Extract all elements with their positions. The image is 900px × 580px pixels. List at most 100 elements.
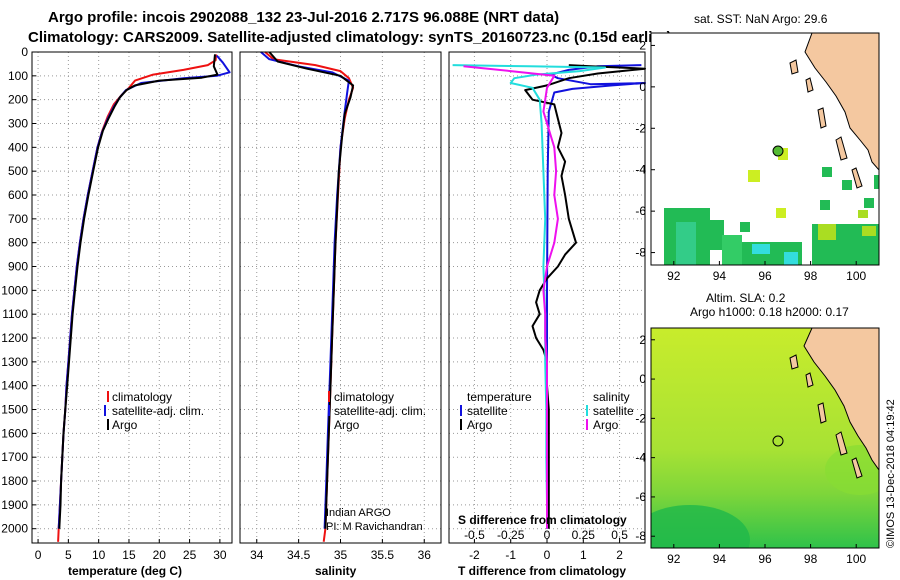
diff-legend-t-argo-label: Argo [467,418,493,432]
difference-x-ticks: -2 -1 0 1 2 [469,539,623,562]
x-tick-label: 30 [213,548,227,562]
footer-stamp: ©IMOS 13-Dec-2018 04:19:42 [885,399,897,548]
legend-satellite-label: satellite-adj. clim. [112,404,204,418]
sla-map-ticks: 92 94 96 98 100 2 0 -2 -4 -6 -8 [635,333,866,566]
sst-map-data-cells [664,148,879,265]
y-tick-label: 2000 [1,522,28,536]
legend-argo-label: Argo [112,418,138,432]
legend-argo-marker [107,419,109,430]
y-tick-label: 400 [8,140,28,154]
salinity-frame [239,51,442,544]
salinity-grid [240,52,441,543]
series-line-s-argo [463,65,559,529]
salinity-x-ticks: 34 34.5 35 35.5 36 [250,539,431,562]
sst-map-argo-marker [772,145,784,157]
sla-map-low-zone [651,505,750,548]
map-x-tick-label: 92 [667,269,681,283]
difference-panel: -2 -1 0 1 2 -0.5 -0.25 0 0.25 0.5 T difference f… [448,51,646,578]
y-tick-label: 1000 [1,283,28,297]
map-y-tick-label: 2 [639,38,646,52]
map-y-tick-label: 2 [639,333,646,347]
y-tick-label: 900 [8,260,28,274]
diff-legend-temperature-heading: temperature [467,390,532,404]
x-tick-label: 2 [616,548,623,562]
series-line-satellite-adj-clim- [57,54,231,529]
map-x-tick-label: 100 [846,269,866,283]
map-y-tick-label: 0 [639,372,646,386]
s-diff-tick-label: -0.25 [497,528,525,542]
map-y-tick-label: 0 [639,80,646,94]
y-tick-label: 1100 [2,307,28,321]
y-tick-label: 600 [8,188,28,202]
map-x-tick-label: 92 [667,552,681,566]
difference-lines [452,64,646,529]
sla-map-title-line2: Argo h1000: 0.18 h2000: 0.17 [690,305,849,319]
x-tick-label: 35.5 [371,548,395,562]
legend-satellite-marker [104,405,106,416]
s-diff-tick-label: 0.5 [611,528,628,542]
x-tick-label: -2 [469,548,480,562]
y-tick-label: 500 [8,164,28,178]
sal-legend-climatology-label: climatology [334,390,394,404]
x-tick-label: 1 [580,548,587,562]
series-line-climatology [57,54,218,542]
sst-map-land [804,33,879,171]
y-tick-label: 800 [8,236,28,250]
y-tick-label: 0 [21,45,28,59]
sst-map-title: sat. SST: NaN Argo: 29.6 [694,12,828,26]
y-tick-label: 1200 [1,331,28,345]
y-tick-label: 1700 [1,450,28,464]
diff-legend-s-satellite-label: satellite [593,404,634,418]
map-x-tick-label: 100 [846,552,866,566]
map-y-tick-label: -4 [635,451,646,465]
sal-legend-climatology-marker [328,391,330,402]
sst-map-panel: sat. SST: NaN Argo: 29.6 [635,12,880,283]
sla-map-land [803,328,879,471]
sla-map-islands [789,354,863,479]
s-diff-tick-label: 0 [544,528,551,542]
map-x-tick-label: 98 [804,269,818,283]
sal-legend-satellite-marker [328,405,330,416]
series-line-s-satellite [452,64,607,529]
sla-map-title-line1: Altim. SLA: 0.2 [706,291,786,305]
x-tick-label: 34.5 [287,548,311,562]
series-line-argo [58,54,219,529]
x-tick-label: 10 [92,548,106,562]
y-tick-label: 1600 [1,426,28,440]
temperature-panel: 0 5 10 15 20 25 30 0 100 200 300 400 500 600 700 800 90… [1,45,233,578]
legend-climatology-marker [107,391,109,402]
map-x-tick-label: 96 [758,552,772,566]
sal-legend-argo-label: Argo [334,418,360,432]
x-tick-label: 20 [153,548,167,562]
salinity-annotation-2: PI: M Ravichandran [326,521,423,533]
y-tick-label: 700 [8,212,28,226]
x-tick-label: 34 [250,548,264,562]
x-tick-label: 25 [183,548,197,562]
map-y-tick-label: -8 [635,246,646,260]
map-y-tick-label: -6 [635,490,646,504]
y-tick-label: 1500 [1,403,28,417]
y-tick-label: 300 [8,117,28,131]
map-x-tick-label: 98 [804,552,818,566]
map-y-tick-label: -2 [635,411,646,425]
map-y-tick-label: -4 [635,163,646,177]
sst-map-ticks: 92 94 96 98 100 2 0 -2 -4 -6 -8 [635,38,866,283]
salinity-lines [260,51,355,542]
depth-ticks: 0 100 200 300 400 500 600 700 800 900 1000 1100 1200… [1,45,36,536]
diff-legend-s-satellite-marker [586,405,588,416]
diff-legend-s-argo-marker [586,419,588,430]
sst-map-islands [789,59,863,189]
salinity-xlabel: salinity [315,564,357,578]
sla-map-panel: Altim. SLA: 0.2 Argo h1000: 0.18 h2000: … [635,291,880,566]
diff-legend-t-satellite-label: satellite [467,404,508,418]
s-diff-tick-label: -0.5 [464,528,485,542]
y-tick-label: 1900 [1,498,28,512]
s-diff-tick-label: 0.25 [572,528,596,542]
temperature-grid [32,52,232,543]
map-x-tick-label: 94 [713,269,727,283]
salinity-panel: 34 34.5 35 35.5 36 salinity climatology sate… [239,51,442,578]
y-tick-label: 1400 [1,379,28,393]
temperature-xlabel: temperature (deg C) [68,564,182,578]
salinity-annotation-1: Indian ARGO [326,507,391,519]
diff-legend-t-argo-marker [460,419,462,430]
